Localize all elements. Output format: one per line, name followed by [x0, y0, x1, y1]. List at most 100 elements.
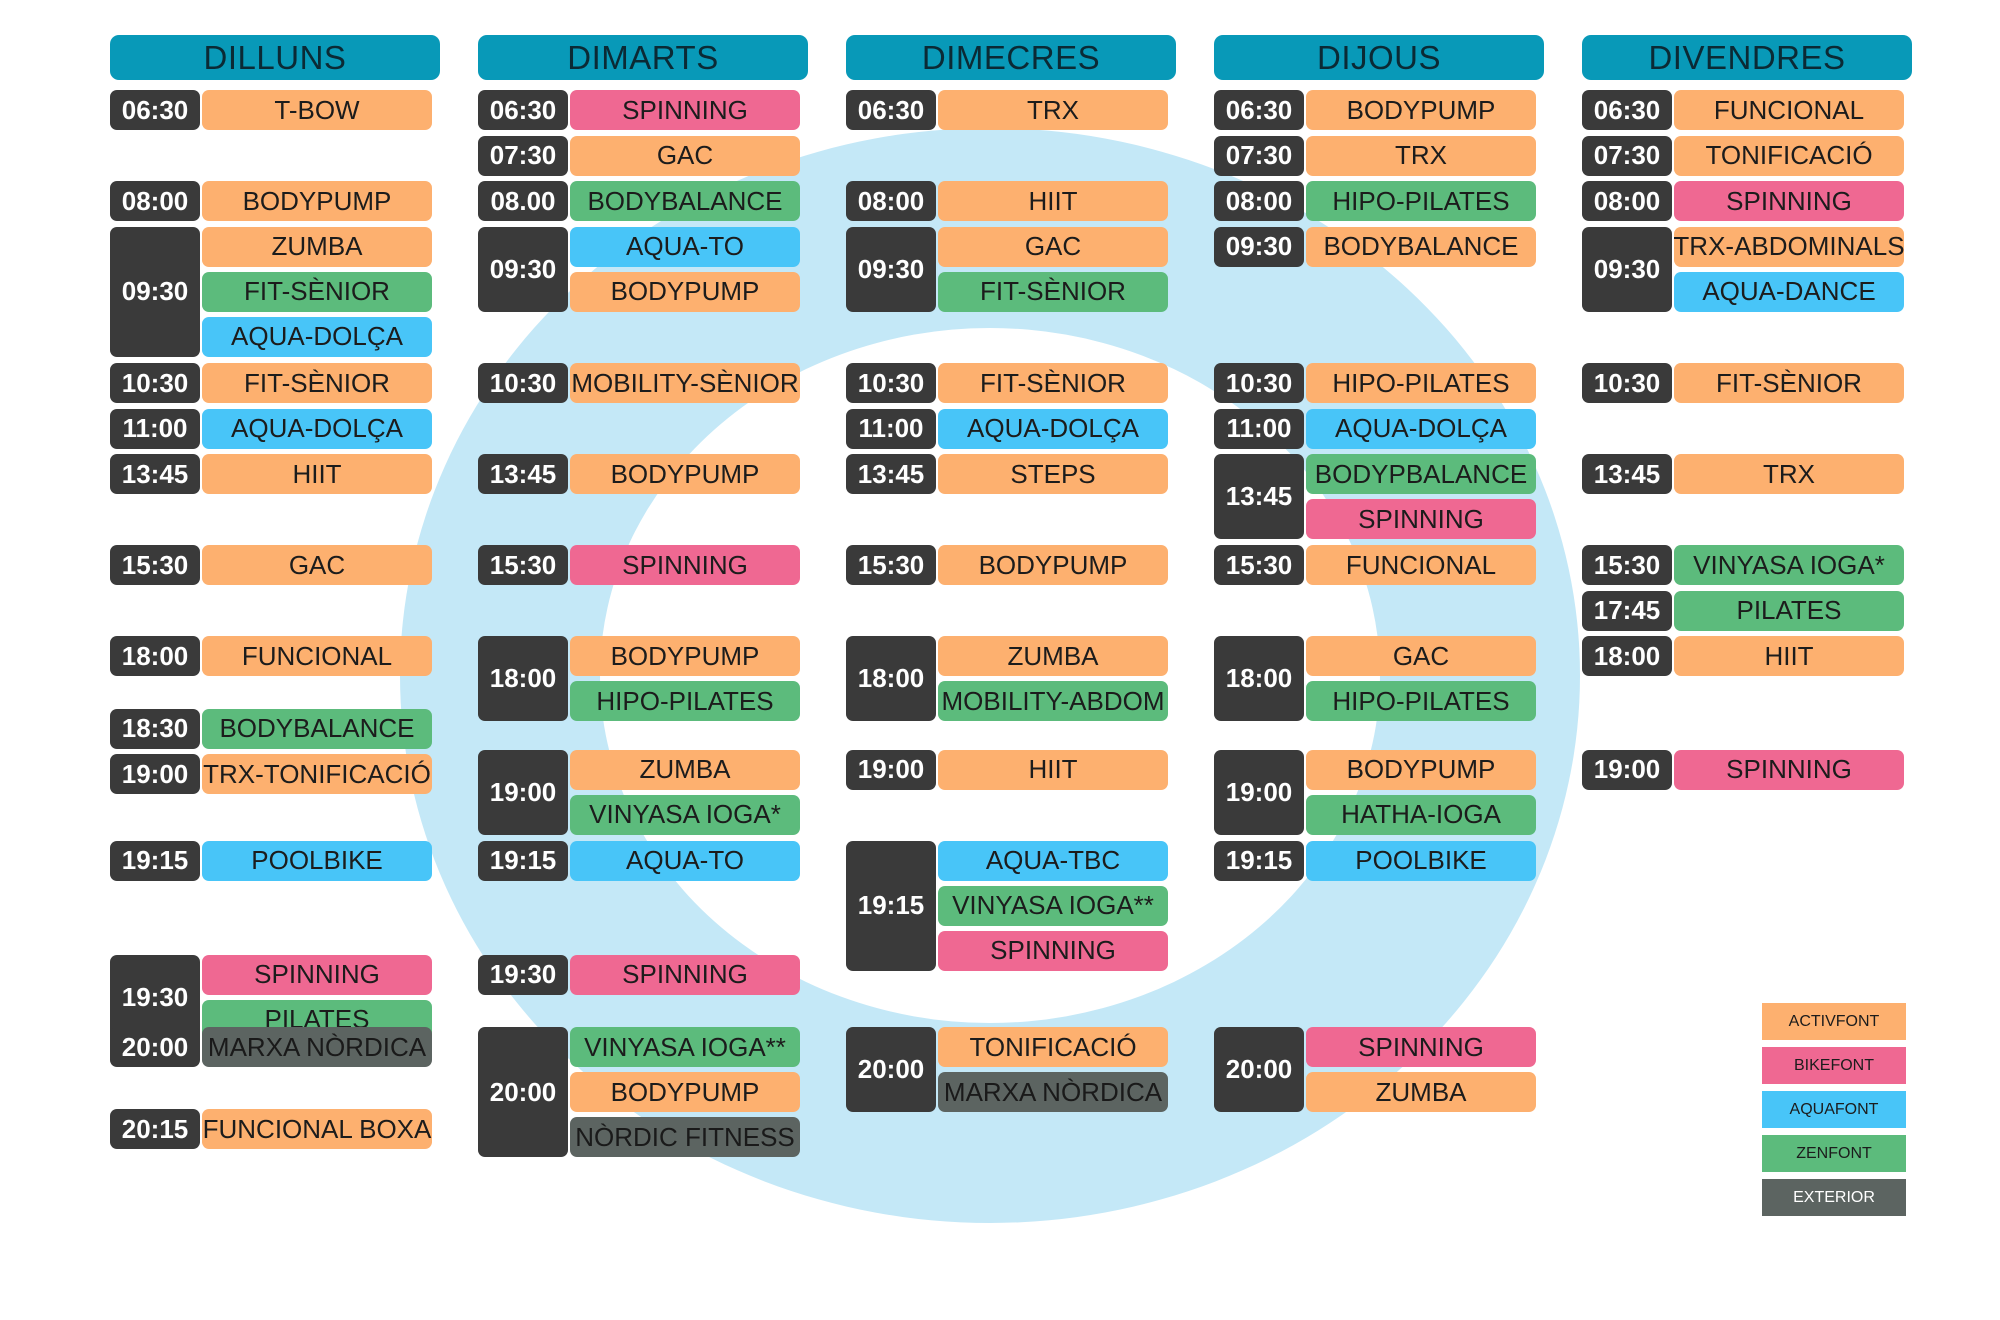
time-slot-label: 13:45	[110, 454, 200, 494]
class-spinning: SPINNING	[1674, 749, 1904, 790]
time-slot-label: 18:00	[478, 636, 568, 721]
class-trx-tonificacio: TRX-TONIFICACIÓ	[202, 754, 432, 795]
time-slot-label: 15:30	[478, 545, 568, 585]
day-header-dimarts: DIMARTS	[478, 35, 808, 80]
class-aqua-dolca: AQUA-DOLÇA	[938, 408, 1168, 449]
class-mobility-abdom: MOBILITY-ABDOM	[938, 681, 1168, 721]
day-header-divendres: DIVENDRES	[1582, 35, 1912, 80]
time-slot-label: 20:00	[110, 1027, 200, 1068]
time-slot-label: 18:00	[846, 636, 936, 721]
time-slot-label: 19:30	[110, 954, 200, 1040]
class-spinning: SPINNING	[1306, 499, 1536, 539]
time-slot-label: 08:00	[110, 181, 200, 221]
class-bodypump: BODYPUMP	[938, 545, 1168, 585]
time-slot-label: 19:15	[846, 840, 936, 971]
class-fit-senior: FIT-SÈNIOR	[1674, 363, 1904, 403]
day-header-dimecres: DIMECRES	[846, 35, 1176, 80]
legend-bikefont: BIKEFONT	[1762, 1047, 1906, 1084]
class-tonificacio: TONIFICACIÓ	[1674, 135, 1904, 176]
class-hatha-ioga: HATHA-IOGA	[1306, 794, 1536, 835]
time-slot-label: 09:30	[110, 226, 200, 357]
time-slot-label: 19:15	[478, 840, 568, 881]
class-hipo-pilates: HIPO-PILATES	[570, 681, 800, 721]
time-slot-label: 19:00	[110, 754, 200, 795]
legend-aquafont: AQUAFONT	[1762, 1091, 1906, 1128]
class-marxa-nordica: MARXA NÒRDICA	[938, 1072, 1168, 1113]
class-gac: GAC	[1306, 636, 1536, 676]
class-fit-senior: FIT-SÈNIOR	[202, 363, 432, 403]
class-bodypump: BODYPUMP	[202, 181, 432, 221]
time-slot-label: 10:30	[1582, 363, 1672, 403]
class-aqua-to: AQUA-TO	[570, 840, 800, 881]
time-slot-label: 11:00	[1214, 408, 1304, 449]
class-pilates: PILATES	[1674, 590, 1904, 631]
class-aqua-dolca: AQUA-DOLÇA	[202, 316, 432, 357]
class-bodypbalance: BODYPBALANCE	[1306, 454, 1536, 494]
time-slot-label: 06:30	[1214, 90, 1304, 130]
day-header-dilluns: DILLUNS	[110, 35, 440, 80]
class-hipo-pilates: HIPO-PILATES	[1306, 181, 1536, 221]
time-slot-label: 17:45	[1582, 590, 1672, 631]
time-slot-label: 13:45	[1582, 454, 1672, 494]
class-gac: GAC	[202, 545, 432, 585]
class-aqua-dolca: AQUA-DOLÇA	[1306, 408, 1536, 449]
class-trx: TRX	[1674, 454, 1904, 494]
class-funcional: FUNCIONAL	[1306, 545, 1536, 585]
time-slot-label: 13:45	[846, 454, 936, 494]
time-slot-label: 10:30	[478, 363, 568, 403]
time-slot-label: 06:30	[110, 90, 200, 130]
time-slot-label: 09:30	[1582, 226, 1672, 312]
time-slot-label: 09:30	[478, 226, 568, 312]
class-hiit: HIIT	[202, 454, 432, 494]
class-vinyasa-ioga: VINYASA IOGA*	[1674, 545, 1904, 585]
time-slot-label: 15:30	[846, 545, 936, 585]
class-poolbike: POOLBIKE	[1306, 840, 1536, 881]
class-bodypump: BODYPUMP	[1306, 90, 1536, 130]
class-spinning: SPINNING	[202, 954, 432, 995]
class-nordic-fitness: NÒRDIC FITNESS	[570, 1117, 800, 1158]
class-spinning: SPINNING	[570, 545, 800, 585]
class-hiit: HIIT	[938, 181, 1168, 221]
class-bodypump: BODYPUMP	[570, 636, 800, 676]
time-slot-label: 10:30	[110, 363, 200, 403]
class-spinning: SPINNING	[1306, 1027, 1536, 1068]
class-trx-abdominals: TRX-ABDOMINALS	[1674, 226, 1904, 267]
class-vinyasa-ioga: VINYASA IOGA**	[570, 1027, 800, 1068]
class-bodypump: BODYPUMP	[570, 454, 800, 494]
time-slot-label: 07:30	[1582, 135, 1672, 176]
time-slot-label: 13:45	[478, 454, 568, 494]
time-slot-label: 18:00	[1214, 636, 1304, 721]
legend-exterior: EXTERIOR	[1762, 1179, 1906, 1216]
time-slot-label: 08:00	[846, 181, 936, 221]
class-funcional: FUNCIONAL	[202, 636, 432, 676]
time-slot-label: 07:30	[1214, 135, 1304, 176]
time-slot-label: 19:00	[1214, 749, 1304, 835]
time-slot-label: 20:15	[110, 1109, 200, 1150]
class-aqua-tbc: AQUA-TBC	[938, 840, 1168, 881]
class-mobility-senior: MOBILITY-SÈNIOR	[570, 363, 800, 403]
class-hipo-pilates: HIPO-PILATES	[1306, 363, 1536, 403]
class-gac: GAC	[570, 135, 800, 176]
time-slot-label: 19:00	[1582, 749, 1672, 790]
time-slot-label: 15:30	[1582, 545, 1672, 585]
time-slot-label: 10:30	[846, 363, 936, 403]
time-slot-label: 11:00	[846, 408, 936, 449]
class-funcional: FUNCIONAL	[1674, 90, 1904, 130]
time-slot-label: 11:00	[110, 408, 200, 449]
class-bodypump: BODYPUMP	[1306, 749, 1536, 790]
class-vinyasa-ioga: VINYASA IOGA**	[938, 885, 1168, 926]
time-slot-label: 07:30	[478, 135, 568, 176]
class-zumba: ZUMBA	[202, 226, 432, 267]
time-slot-label: 15:30	[110, 545, 200, 585]
class-trx: TRX	[1306, 135, 1536, 176]
time-slot-label: 19:00	[846, 749, 936, 790]
class-poolbike: POOLBIKE	[202, 840, 432, 881]
time-slot-label: 20:00	[478, 1027, 568, 1158]
class-aqua-dance: AQUA-DANCE	[1674, 271, 1904, 312]
class-bodybalance: BODYBALANCE	[202, 708, 432, 749]
time-slot-label: 15:30	[1214, 545, 1304, 585]
class-bodybalance: BODYBALANCE	[1306, 226, 1536, 267]
class-steps: STEPS	[938, 454, 1168, 494]
class-zumba: ZUMBA	[938, 636, 1168, 676]
